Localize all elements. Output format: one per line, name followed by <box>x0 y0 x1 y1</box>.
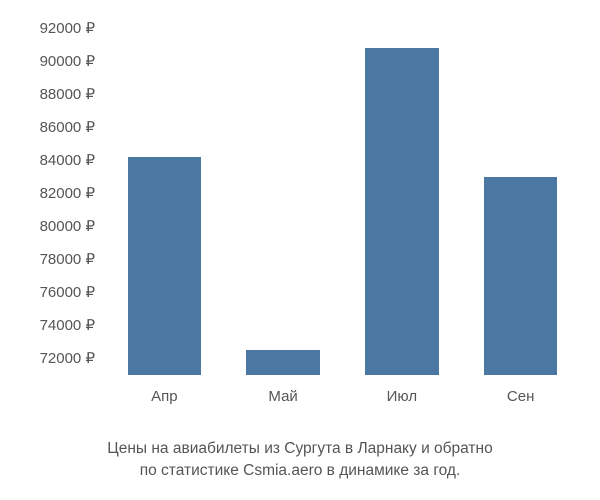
y-tick-label: 90000 ₽ <box>40 52 95 70</box>
y-tick-label: 72000 ₽ <box>40 349 95 367</box>
y-tick-label: 92000 ₽ <box>40 19 95 37</box>
y-tick-label: 74000 ₽ <box>40 316 95 334</box>
bar <box>365 48 439 375</box>
bar <box>128 157 202 375</box>
bar <box>484 177 558 375</box>
y-tick-label: 86000 ₽ <box>40 118 95 136</box>
y-tick-label: 80000 ₽ <box>40 217 95 235</box>
y-tick-label: 84000 ₽ <box>40 151 95 169</box>
x-tick-label: Май <box>268 388 297 405</box>
y-axis: 72000 ₽ 74000 ₽ 76000 ₽ 78000 ₽ 80000 ₽ 82000… <box>10 20 100 375</box>
plot-area <box>105 20 580 375</box>
y-tick-label: 78000 ₽ <box>40 250 95 268</box>
chart-caption: Цены на авиабилеты из Сургута в Ларнаку … <box>0 438 600 481</box>
y-tick-label: 76000 ₽ <box>40 283 95 301</box>
x-tick-label: Апр <box>151 388 177 405</box>
y-tick-label: 82000 ₽ <box>40 184 95 202</box>
x-tick-label: Июл <box>387 388 417 405</box>
bar <box>246 350 320 375</box>
x-axis: Апр Май Июл Сен <box>105 380 580 410</box>
price-chart: 72000 ₽ 74000 ₽ 76000 ₽ 78000 ₽ 80000 ₽ 82000… <box>10 10 590 430</box>
y-tick-label: 88000 ₽ <box>40 85 95 103</box>
caption-line-1: Цены на авиабилеты из Сургута в Ларнаку … <box>0 438 600 460</box>
x-tick-label: Сен <box>507 388 534 405</box>
caption-line-2: по статистике Csmia.aero в динамике за г… <box>0 460 600 482</box>
